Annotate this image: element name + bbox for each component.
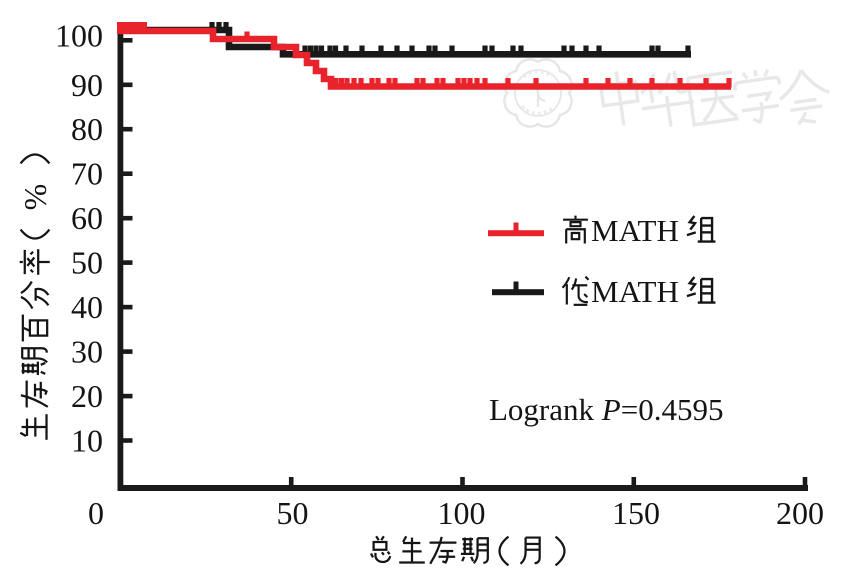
svg-text:80: 80 — [71, 111, 103, 147]
svg-text:100: 100 — [438, 495, 486, 531]
svg-text:10: 10 — [71, 423, 103, 459]
svg-text:%: % — [17, 184, 53, 211]
svg-text:60: 60 — [71, 200, 103, 236]
svg-text:MATH: MATH — [591, 274, 679, 309]
svg-text:Logrank P=0.4595: Logrank P=0.4595 — [489, 392, 723, 427]
svg-text:70: 70 — [71, 156, 103, 192]
svg-text:150: 150 — [612, 495, 660, 531]
svg-text:100: 100 — [55, 17, 103, 53]
svg-text:20: 20 — [71, 378, 103, 414]
svg-text:90: 90 — [71, 67, 103, 103]
svg-text:40: 40 — [71, 289, 103, 325]
svg-text:0: 0 — [88, 495, 104, 531]
svg-text:50: 50 — [277, 495, 309, 531]
svg-text:MATH: MATH — [591, 213, 679, 248]
svg-text:30: 30 — [71, 334, 103, 370]
svg-text:50: 50 — [71, 245, 103, 281]
svg-text:200: 200 — [776, 495, 824, 531]
